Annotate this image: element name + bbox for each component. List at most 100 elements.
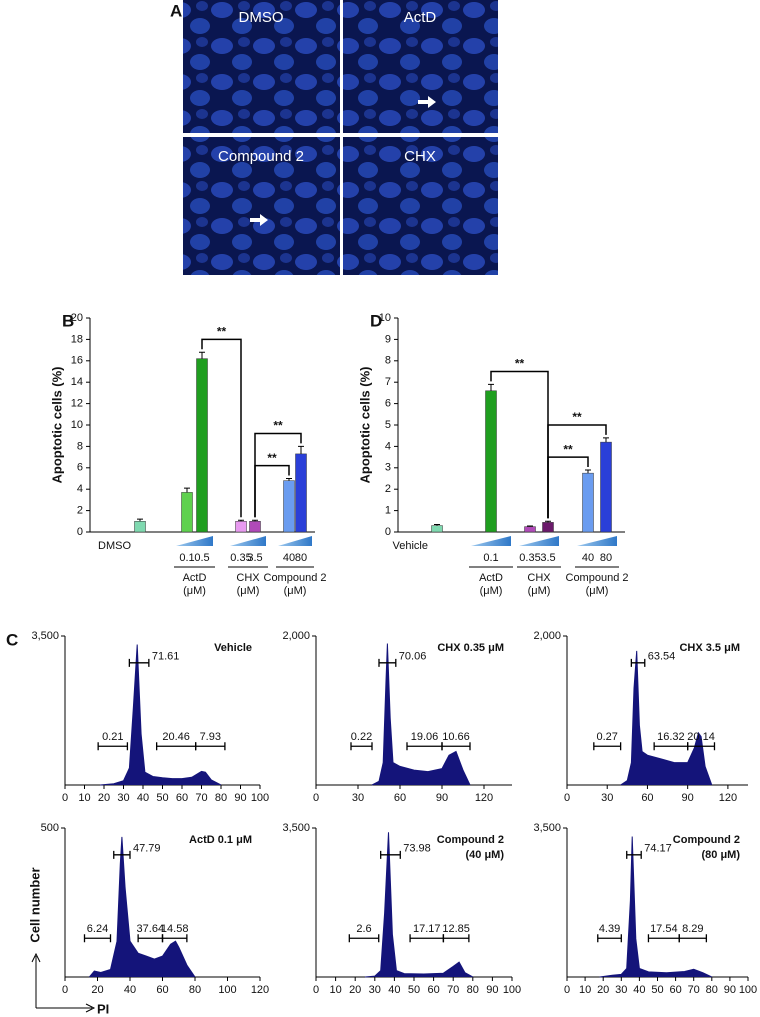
y-tick-label: 8 [385,355,391,367]
gate [687,742,716,751]
image-label: ActD [404,9,437,26]
group-unit: (μM) [586,585,609,597]
x-tick-label: 40 [137,792,149,804]
x-tick-label: 50 [408,984,420,996]
x-tick-label: 30 [615,984,627,996]
histogram-fill [599,836,712,977]
x-tick-label: 0 [313,792,319,804]
y-tick-label: 7 [385,376,391,388]
group-label: Compound 2 [264,572,327,584]
histogram-outline [89,836,196,978]
gate-label: 0.27 [597,731,618,743]
error-bar [252,519,258,522]
y-tick-label: 6 [385,398,391,410]
gate-label: 0.21 [102,731,123,743]
x-tick-label: 0 [313,984,319,996]
category-label: 0.1 [179,552,194,564]
significance-label: ** [572,410,582,424]
histogram-outline [371,643,471,786]
error-bar [545,520,551,523]
y-tick-label: 10 [379,312,391,324]
gate [406,742,443,751]
y-tick-label: 0 [385,526,391,538]
category-label: 0.35 [519,552,540,564]
category-label: 0.1 [483,552,498,564]
category-label: 80 [295,552,307,564]
x-tick-label: 0 [564,984,570,996]
y-tick-label: 2 [385,483,391,495]
gate [113,850,131,859]
bar [295,453,307,533]
axis-label: Cell number [27,867,42,942]
panel-label: C [6,630,18,649]
plot-title: CHX 3.5 μM [679,642,740,654]
category-label: 40 [283,552,295,564]
x-tick-label: 50 [156,792,168,804]
histogram-outline [100,644,222,786]
gate-label: 14.58 [161,923,189,935]
x-tick-label: 100 [251,792,269,804]
gate [626,850,642,859]
plot-title: Compound 2 [673,834,740,846]
y-tick-label: 4 [77,483,83,495]
x-tick-label: 120 [719,792,737,804]
gate-label: 17.54 [650,923,678,935]
panel-label: D [370,311,382,330]
gate-label: 47.79 [133,843,161,855]
y-tick-label: 3,500 [282,822,310,834]
group-unit: (μM) [480,585,503,597]
gate [156,742,197,751]
x-tick-label: 80 [467,984,479,996]
significance-label: ** [273,419,283,433]
x-tick-label: 40 [124,984,136,996]
bar [582,472,594,533]
error-bar [434,524,440,526]
histogram-outline [599,836,713,978]
x-tick-label: 90 [682,792,694,804]
gate [442,934,470,943]
x-tick-label: 80 [215,792,227,804]
y-tick-label: 5 [385,419,391,431]
group-unit: (μM) [284,585,307,597]
micrograph [343,137,498,275]
dose-wedge [471,536,511,546]
y-tick-label: 20 [71,312,83,324]
x-tick-label: 30 [352,792,364,804]
y-tick-label: 10 [71,419,83,431]
y-tick-label: 4 [385,440,391,452]
group-label: CHX [527,572,551,584]
bar [542,522,554,533]
y-tick-label: 1 [385,505,391,517]
x-tick-label: 60 [427,984,439,996]
category-label: 80 [600,552,612,564]
dose-wedge [577,536,617,546]
gate-label: 6.24 [87,923,108,935]
significance-label: ** [217,325,227,339]
x-tick-label: 70 [688,984,700,996]
y-tick-label: 0 [77,526,83,538]
gate-label: 63.54 [648,651,676,663]
x-tick-label: 30 [117,792,129,804]
x-tick-label: 0 [564,792,570,804]
x-tick-label: 30 [601,792,613,804]
y-tick-label: 9 [385,333,391,345]
x-tick-label: 40 [388,984,400,996]
gate [647,934,680,943]
significance-label: ** [267,451,277,465]
x-tick-label: 100 [503,984,521,996]
significance-bracket [547,456,589,519]
group-unit: (μM) [237,585,260,597]
group-label: ActD [183,572,207,584]
micrograph [183,137,340,275]
group-label: Compound 2 [566,572,629,584]
error-bar [527,525,533,527]
group-unit: (μM) [528,585,551,597]
gate [137,934,164,943]
error-bar [238,519,244,522]
x-tick-label: 10 [579,984,591,996]
gate [441,742,471,751]
axis-line [64,828,260,978]
bar [249,521,261,533]
histogram-fill [89,836,195,977]
bar [235,521,247,533]
